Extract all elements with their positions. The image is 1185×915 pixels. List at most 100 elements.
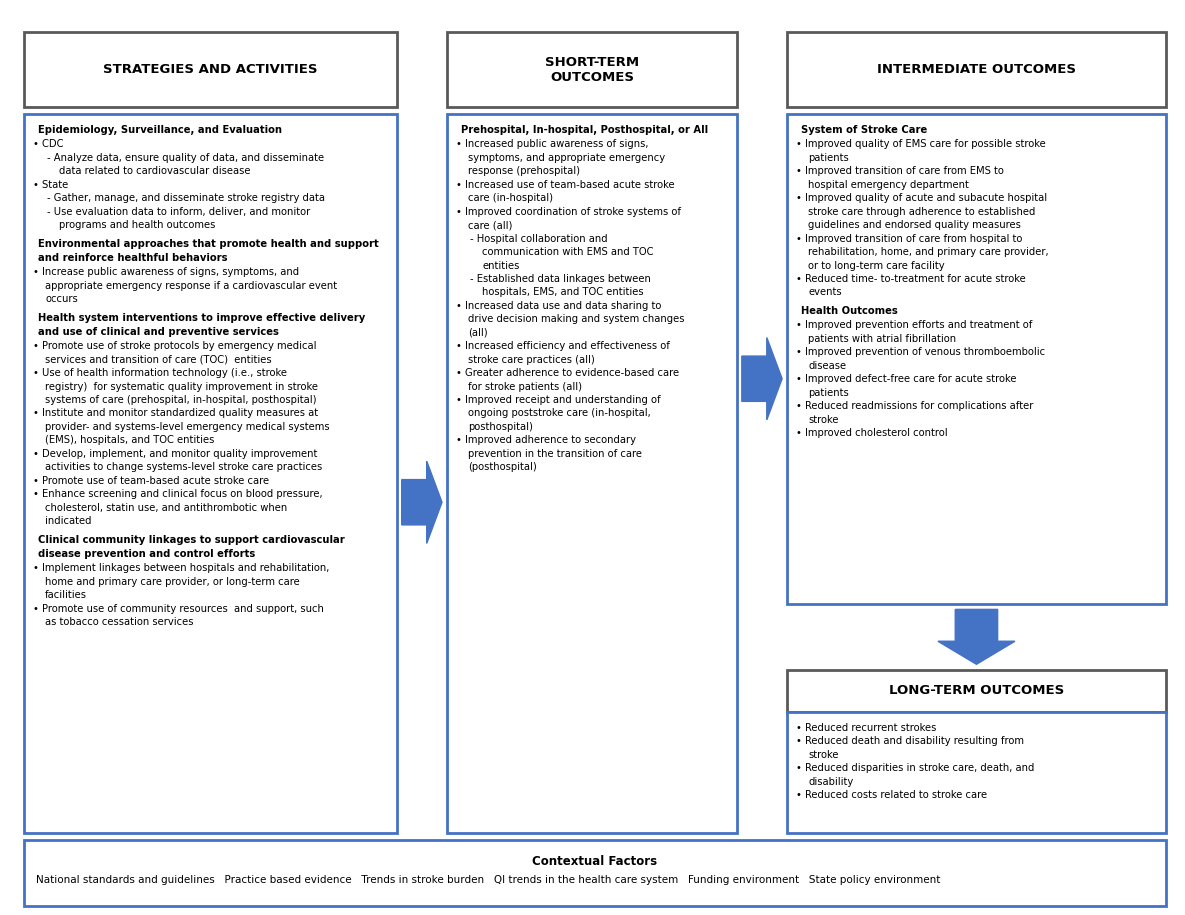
Bar (787, 670, 1166, 712)
Text: stroke: stroke (808, 749, 839, 759)
Text: • Improved cholesterol control: • Improved cholesterol control (796, 428, 948, 438)
Text: • Improved receipt and understanding of: • Improved receipt and understanding of (456, 395, 661, 405)
Text: posthospital): posthospital) (468, 422, 533, 432)
Text: • Improved prevention of venous thromboembolic: • Improved prevention of venous thromboe… (796, 348, 1045, 357)
Text: indicated: indicated (45, 516, 91, 526)
Text: • Implement linkages between hospitals and rehabilitation,: • Implement linkages between hospitals a… (33, 563, 329, 573)
Text: rehabilitation, home, and primary care provider,: rehabilitation, home, and primary care p… (808, 247, 1049, 257)
Text: • Reduced recurrent strokes: • Reduced recurrent strokes (796, 723, 936, 733)
Text: stroke care practices (all): stroke care practices (all) (468, 355, 595, 365)
Text: care (in-hospital): care (in-hospital) (468, 193, 553, 203)
Text: - Established data linkages between: - Established data linkages between (470, 274, 652, 284)
Text: patients: patients (808, 153, 848, 163)
Text: • Promote use of stroke protocols by emergency medical: • Promote use of stroke protocols by eme… (33, 341, 316, 351)
Text: • Use of health information technology (i.e., stroke: • Use of health information technology (… (33, 368, 287, 378)
Text: occurs: occurs (45, 294, 78, 304)
Polygon shape (939, 609, 1016, 664)
Text: and use of clinical and preventive services: and use of clinical and preventive servi… (38, 328, 278, 337)
Text: • Promote use of team-based acute stroke care: • Promote use of team-based acute stroke… (33, 476, 269, 486)
Text: services and transition of care (TOC)  entities: services and transition of care (TOC) en… (45, 355, 271, 365)
Text: • Improved defect-free care for acute stroke: • Improved defect-free care for acute st… (796, 374, 1017, 384)
Text: stroke care through adherence to established: stroke care through adherence to establi… (808, 207, 1036, 217)
Text: or to long-term care facility: or to long-term care facility (808, 261, 944, 271)
Bar (24, 840, 1166, 906)
Text: (EMS), hospitals, and TOC entities: (EMS), hospitals, and TOC entities (45, 436, 214, 446)
Bar (787, 114, 1166, 604)
Polygon shape (402, 461, 442, 544)
Text: activities to change systems-level stroke care practices: activities to change systems-level strok… (45, 462, 322, 472)
Text: • Increase public awareness of signs, symptoms, and: • Increase public awareness of signs, sy… (33, 267, 300, 277)
Text: appropriate emergency response if a cardiovascular event: appropriate emergency response if a card… (45, 281, 338, 291)
Text: for stroke patients (all): for stroke patients (all) (468, 382, 582, 392)
Text: prevention in the transition of care: prevention in the transition of care (468, 449, 642, 458)
Text: System of Stroke Care: System of Stroke Care (801, 125, 928, 135)
Text: systems of care (prehospital, in-hospital, posthospital): systems of care (prehospital, in-hospita… (45, 395, 316, 405)
Text: data related to cardiovascular disease: data related to cardiovascular disease (59, 167, 251, 177)
Text: • CDC: • CDC (33, 139, 64, 149)
Text: response (prehospital): response (prehospital) (468, 167, 581, 177)
Text: disability: disability (808, 777, 853, 787)
Bar (787, 712, 1166, 833)
Text: cholesterol, statin use, and antithrombotic when: cholesterol, statin use, and antithrombo… (45, 502, 287, 512)
Text: patients: patients (808, 388, 848, 398)
Text: National standards and guidelines   Practice based evidence   Trends in stroke b: National standards and guidelines Practi… (36, 875, 940, 885)
Text: • Increased efficiency and effectiveness of: • Increased efficiency and effectiveness… (456, 341, 670, 351)
Text: • Increased public awareness of signs,: • Increased public awareness of signs, (456, 139, 648, 149)
Bar (447, 114, 737, 833)
Text: Clinical community linkages to support cardiovascular: Clinical community linkages to support c… (38, 535, 345, 545)
Text: home and primary care provider, or long-term care: home and primary care provider, or long-… (45, 576, 300, 587)
Text: Health system interventions to improve effective delivery: Health system interventions to improve e… (38, 313, 365, 323)
Text: • Reduced death and disability resulting from: • Reduced death and disability resulting… (796, 737, 1024, 747)
Polygon shape (742, 338, 782, 420)
Text: Environmental approaches that promote health and support: Environmental approaches that promote he… (38, 239, 379, 249)
Text: • Improved quality of acute and subacute hospital: • Improved quality of acute and subacute… (796, 193, 1048, 203)
Text: communication with EMS and TOC: communication with EMS and TOC (482, 247, 654, 257)
Text: and reinforce healthful behaviors: and reinforce healthful behaviors (38, 253, 228, 264)
Text: provider- and systems-level emergency medical systems: provider- and systems-level emergency me… (45, 422, 329, 432)
Text: • Increased data use and data sharing to: • Increased data use and data sharing to (456, 301, 661, 311)
Bar (447, 32, 737, 107)
Text: Health Outcomes: Health Outcomes (801, 307, 898, 317)
Text: (posthospital): (posthospital) (468, 462, 537, 472)
Text: • Improved prevention efforts and treatment of: • Improved prevention efforts and treatm… (796, 320, 1032, 330)
Text: • Reduced time- to-treatment for acute stroke: • Reduced time- to-treatment for acute s… (796, 274, 1026, 284)
Text: stroke: stroke (808, 414, 839, 425)
Text: STRATEGIES AND ACTIVITIES: STRATEGIES AND ACTIVITIES (103, 63, 318, 76)
Text: drive decision making and system changes: drive decision making and system changes (468, 315, 685, 324)
Text: • Improved adherence to secondary: • Improved adherence to secondary (456, 436, 636, 446)
Text: • Reduced costs related to stroke care: • Reduced costs related to stroke care (796, 790, 987, 800)
Text: patients with atrial fibrillation: patients with atrial fibrillation (808, 334, 956, 344)
Text: symptoms, and appropriate emergency: symptoms, and appropriate emergency (468, 153, 665, 163)
Text: - Use evaluation data to inform, deliver, and monitor: - Use evaluation data to inform, deliver… (47, 207, 310, 217)
Text: events: events (808, 287, 841, 297)
Text: disease prevention and control efforts: disease prevention and control efforts (38, 549, 255, 559)
Text: - Gather, manage, and disseminate stroke registry data: - Gather, manage, and disseminate stroke… (47, 193, 326, 203)
Text: registry)  for systematic quality improvement in stroke: registry) for systematic quality improve… (45, 382, 318, 392)
Text: • Promote use of community resources  and support, such: • Promote use of community resources and… (33, 604, 324, 614)
Bar (787, 32, 1166, 107)
Text: INTERMEDIATE OUTCOMES: INTERMEDIATE OUTCOMES (877, 63, 1076, 76)
Text: as tobacco cessation services: as tobacco cessation services (45, 617, 193, 627)
Text: • Improved transition of care from EMS to: • Improved transition of care from EMS t… (796, 167, 1004, 177)
Text: Contextual Factors: Contextual Factors (532, 855, 658, 867)
Text: • Institute and monitor standardized quality measures at: • Institute and monitor standardized qua… (33, 408, 319, 418)
Text: ongoing poststroke care (in-hospital,: ongoing poststroke care (in-hospital, (468, 408, 651, 418)
Text: • Improved quality of EMS care for possible stroke: • Improved quality of EMS care for possi… (796, 139, 1046, 149)
Text: disease: disease (808, 361, 846, 371)
Bar (24, 32, 397, 107)
Text: - Analyze data, ensure quality of data, and disseminate: - Analyze data, ensure quality of data, … (47, 153, 325, 163)
Text: SHORT-TERM
OUTCOMES: SHORT-TERM OUTCOMES (545, 56, 639, 83)
Text: entities: entities (482, 261, 520, 271)
Text: Prehospital, In-hospital, Posthospital, or All: Prehospital, In-hospital, Posthospital, … (461, 125, 709, 135)
Text: programs and health outcomes: programs and health outcomes (59, 221, 216, 231)
Text: • Improved transition of care from hospital to: • Improved transition of care from hospi… (796, 233, 1023, 243)
Text: • Improved coordination of stroke systems of: • Improved coordination of stroke system… (456, 207, 681, 217)
Text: • Increased use of team-based acute stroke: • Increased use of team-based acute stro… (456, 180, 674, 189)
Text: LONG-TERM OUTCOMES: LONG-TERM OUTCOMES (889, 684, 1064, 697)
Text: hospital emergency department: hospital emergency department (808, 180, 969, 189)
Text: • Reduced disparities in stroke care, death, and: • Reduced disparities in stroke care, de… (796, 763, 1035, 773)
Text: - Hospital collaboration and: - Hospital collaboration and (470, 233, 608, 243)
Text: (all): (all) (468, 328, 488, 338)
Bar (24, 114, 397, 833)
Text: • State: • State (33, 180, 69, 189)
